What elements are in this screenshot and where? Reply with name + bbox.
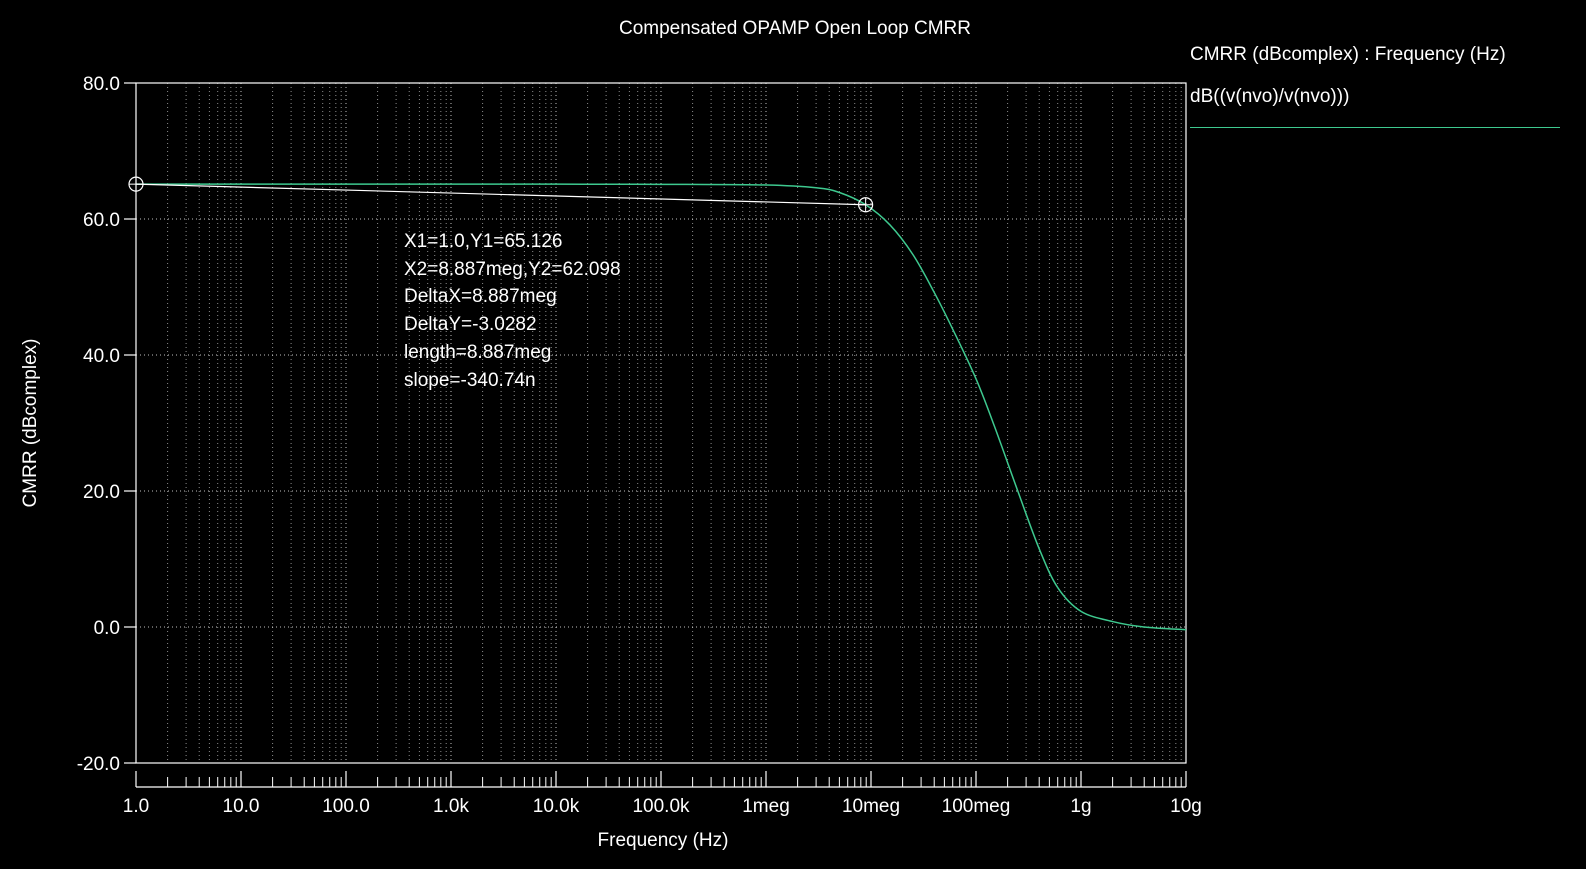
legend-entry-swatch <box>1190 127 1560 128</box>
x-tick-label: 10meg <box>842 796 900 817</box>
series-line-cmrr <box>136 183 1187 631</box>
chart-title: Compensated OPAMP Open Loop CMRR <box>619 18 971 39</box>
x-tick-label: 1meg <box>742 796 790 817</box>
y-tick-label: -20.0 <box>77 754 120 775</box>
x-tick-label: 100meg <box>942 796 1011 817</box>
readout-line: X1=1.0,Y1=65.126 <box>404 231 562 252</box>
series-layer <box>136 183 1187 631</box>
y-axis-label: CMRR (dBcomplex) <box>20 339 41 508</box>
y-tick-label: 0.0 <box>94 618 120 639</box>
x-tick-label: 100.0 <box>322 796 370 817</box>
x-tick-label: 1g <box>1070 796 1091 817</box>
x-tick-label: 100.0k <box>632 796 690 817</box>
plot-frame <box>135 82 1187 764</box>
y-tick-label: 20.0 <box>83 482 120 503</box>
x-tick-label: 1.0k <box>433 796 469 817</box>
readout-line: DeltaY=-3.0282 <box>404 314 537 335</box>
readout-line: X2=8.887meg,Y2=62.098 <box>404 259 621 280</box>
x-tick-label: 10.0 <box>223 796 260 817</box>
readout-line: DeltaX=8.887meg <box>404 286 557 307</box>
cursor-delta-line <box>135 183 866 206</box>
readout-line: length=8.887meg <box>404 342 551 363</box>
grid <box>136 83 1186 763</box>
legend-entry-label[interactable]: dB((v(nvo)/v(nvo))) <box>1190 86 1350 107</box>
cursor-readout: X1=1.0,Y1=65.126 X2=8.887meg,Y2=62.098 D… <box>404 231 621 391</box>
y-tick-label: 80.0 <box>83 74 120 95</box>
x-tick-label: 10g <box>1170 796 1202 817</box>
axis-ticks: 1.0 10.0 100.0 1.0k 10.0k 100.0k 1meg 10meg 100m… <box>77 74 1202 817</box>
y-tick-label: 60.0 <box>83 210 120 231</box>
legend-title: CMRR (dBcomplex) : Frequency (Hz) <box>1190 44 1506 65</box>
cursor-layer <box>128 176 874 213</box>
x-tick-label: 10.0k <box>533 796 580 817</box>
x-tick-label: 1.0 <box>123 796 149 817</box>
y-tick-label: 40.0 <box>83 346 120 367</box>
x-axis-label: Frequency (Hz) <box>598 830 729 851</box>
readout-line: slope=-340.74n <box>404 370 536 391</box>
